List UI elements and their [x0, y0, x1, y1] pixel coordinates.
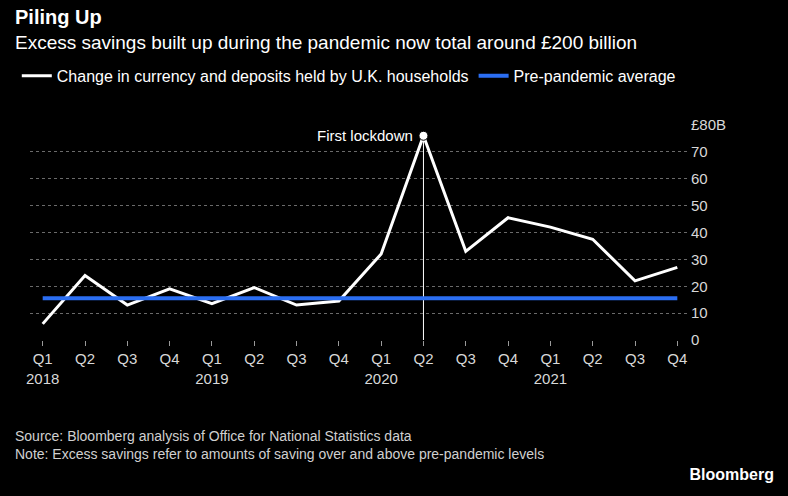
svg-text:£80B: £80B — [691, 116, 726, 133]
svg-text:0: 0 — [691, 331, 699, 348]
svg-text:First lockdown: First lockdown — [317, 127, 413, 144]
svg-text:Q4: Q4 — [667, 350, 687, 367]
html-text:Note: Excess savings refer to: Note: Excess savings refer to amounts of… — [15, 446, 545, 462]
html-text:Source: Bloomberg analysis of: Source: Bloomberg analysis of Office for… — [15, 428, 412, 444]
svg-text:Q4: Q4 — [160, 350, 180, 367]
svg-text:Q4: Q4 — [329, 350, 349, 367]
svg-text:Q4: Q4 — [498, 350, 518, 367]
svg-text:Q12020: Q12020 — [364, 350, 397, 387]
svg-text:10: 10 — [691, 304, 708, 321]
svg-text:Change in currency and deposit: Change in currency and deposits held by … — [57, 68, 469, 85]
svg-text:60: 60 — [691, 170, 708, 187]
svg-text:Q2: Q2 — [583, 350, 603, 367]
svg-text:70: 70 — [691, 143, 708, 160]
svg-text:20: 20 — [691, 278, 708, 295]
svg-text:Q3: Q3 — [625, 350, 645, 367]
svg-text:Q2: Q2 — [244, 350, 264, 367]
svg-text:Q3: Q3 — [456, 350, 476, 367]
svg-text:Q12021: Q12021 — [534, 350, 567, 387]
svg-text:Pre-pandemic average: Pre-pandemic average — [514, 68, 676, 85]
svg-text:Q2: Q2 — [75, 350, 95, 367]
svg-text:Q2: Q2 — [413, 350, 433, 367]
svg-text:Q12019: Q12019 — [195, 350, 228, 387]
svg-text:Q12018: Q12018 — [26, 350, 59, 387]
html-text:Bloomberg: Bloomberg — [689, 466, 774, 483]
svg-text:50: 50 — [691, 197, 708, 214]
svg-text:30: 30 — [691, 251, 708, 268]
svg-text:Q3: Q3 — [287, 350, 307, 367]
html-text:Excess savings built up during: Excess savings built up during the pande… — [15, 32, 638, 53]
svg-text:Q3: Q3 — [117, 350, 137, 367]
html-text:Piling Up: Piling Up — [15, 6, 102, 28]
svg-text:40: 40 — [691, 224, 708, 241]
